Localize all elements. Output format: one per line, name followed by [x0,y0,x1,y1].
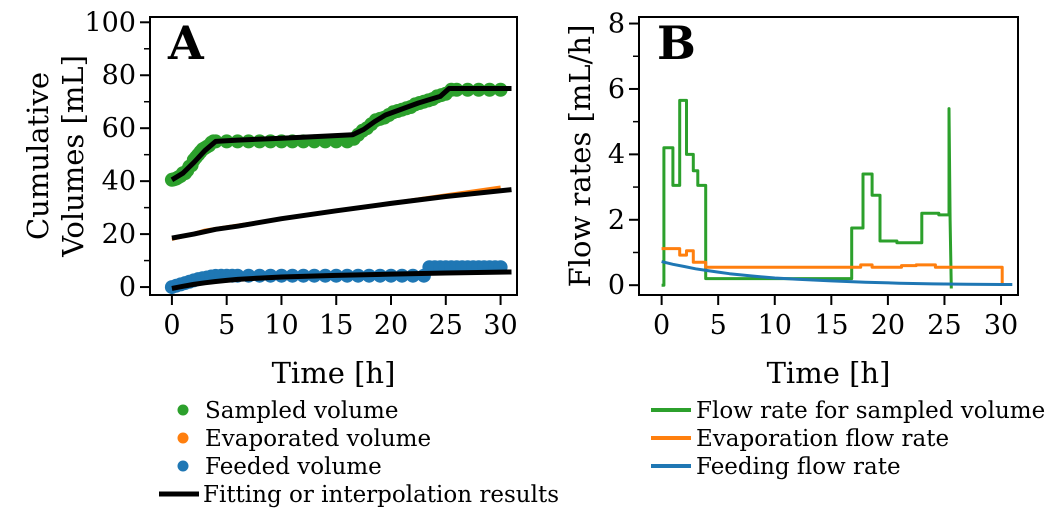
legend-label: Fitting or interpolation results [203,482,559,508]
legend-label: Evaporation flow rate [696,426,949,452]
legend-label: Feeding flow rate [696,454,901,480]
x-tick-label: 15 [319,310,353,341]
y-axis-label-line-1: Cumulative [21,72,55,240]
panel-letter: A [167,16,205,70]
axes-frame [638,16,1019,296]
panel-letter: B [657,16,696,70]
series-line [661,260,1013,286]
series-evaporation-flow-rate [661,247,1004,286]
y-tick-label: 0 [608,270,625,301]
x-tick-label: 15 [814,310,848,341]
series-fitting-or-interpolation-results [170,86,512,291]
plot-area [164,82,512,295]
y-tick-label: 0 [119,272,136,303]
y-axis-label: Flow rates [mL/h] [563,25,597,288]
series-feeding-flow-rate [661,260,1013,286]
x-tick-label: 30 [483,310,517,341]
y-tick-label: 60 [102,113,136,144]
legend-label: Flow rate for sampled volume [696,398,1045,424]
legend-label: Sampled volume [205,398,398,424]
x-tick-label: 25 [927,310,961,341]
legend-marker [177,432,189,444]
x-tick-label: 0 [653,310,670,341]
x-tick-label: 5 [710,310,727,341]
y-tick-label: 100 [84,7,136,38]
y-tick-label: 6 [608,74,625,105]
x-tick-label: 10 [264,310,298,341]
y-tick-label: 20 [102,219,136,250]
x-axis-label: Time [h] [767,356,891,390]
x-tick-label: 30 [984,310,1018,341]
x-tick-label: 20 [374,310,408,341]
legend-label: Feeded volume [205,454,382,480]
fit-line [170,86,512,182]
y-axis-label-line-2: Volumes [mL] [56,55,90,258]
panel-a: 0 5 10 15 20 25 30 0 20 40 60 80 100 A Time [h] Cumulat… [21,7,559,508]
x-axis-label: Time [h] [272,356,396,390]
legend-marker [177,404,189,416]
y-tick-label: 40 [102,166,136,197]
series-flow-rate-for-sampled-volume [661,98,953,289]
legend: Flow rate for sampled volumeEvaporation … [651,398,1045,480]
y-tick-label: 4 [608,139,625,170]
y-tick-label: 8 [608,9,625,40]
y-tick-label: 2 [608,205,625,236]
fit-line [171,187,512,241]
axes-frame [149,16,518,296]
legend-label: Evaporated volume [205,426,431,452]
x-tick-label: 5 [218,310,235,341]
series-line [661,247,1004,286]
legend-marker [177,460,189,472]
x-tick-label: 0 [163,310,180,341]
fit-line [171,269,512,291]
x-tick-label: 10 [758,310,792,341]
series-line [661,98,953,289]
x-tick-label: 25 [429,310,463,341]
panel-b: 0 5 10 15 20 25 30 0 2 4 6 8 B Time [h] Flow rates [mL… [563,9,1045,480]
x-tick-label: 20 [871,310,905,341]
plot-area [661,98,1013,289]
y-tick-label: 80 [102,60,136,91]
